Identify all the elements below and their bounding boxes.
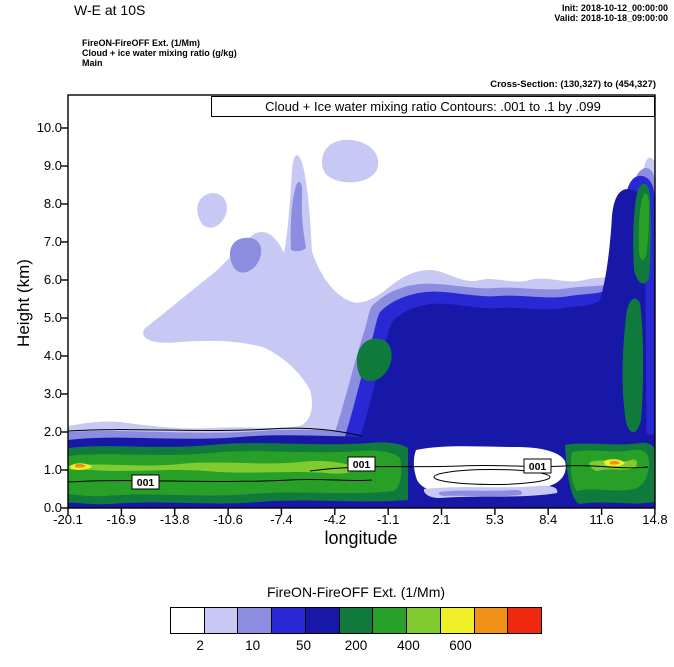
- colorbar-cell: [507, 607, 543, 634]
- y-tick-label: 5.0: [43, 310, 62, 326]
- colorbar-title: FireON-FireOFF Ext. (1/Mm): [266, 584, 446, 600]
- contour-label-box: [523, 458, 552, 474]
- x-tick-label: 14.8: [642, 512, 668, 527]
- fill-level-600-green-column: [638, 193, 649, 260]
- x-tick-label: 5.3: [485, 512, 504, 527]
- colorbar-tick-label: 50: [296, 638, 312, 653]
- fill-level-400-teal: [356, 183, 651, 433]
- valid-timestamp: Valid: 2018-10-18_09:00:00: [554, 13, 668, 23]
- x-tick-label: -1.1: [376, 512, 400, 527]
- colorbar-cell: [338, 607, 374, 634]
- contour-label-box: [347, 456, 376, 472]
- y-tick-label: 2.0: [43, 424, 62, 440]
- x-axis-ticks: [67, 508, 656, 515]
- x-tick-label: -10.6: [213, 512, 243, 527]
- colorbar-cell: [372, 607, 408, 634]
- y-tick-label: 1.0: [43, 462, 62, 478]
- contour-label-box: [131, 474, 160, 490]
- colorbar-cell: [439, 607, 475, 634]
- x-axis-label: longitude: [324, 528, 398, 548]
- x-tick-label: -20.1: [53, 512, 83, 527]
- y-tick-label: 6.0: [43, 272, 62, 288]
- contour-label-group: 001 001 001: [131, 456, 552, 490]
- y-tick-label: 10.0: [36, 120, 62, 135]
- colorbar-cell: [473, 607, 509, 634]
- x-tick-label: -16.9: [106, 512, 137, 527]
- colorbar-tick-label: 10: [245, 638, 261, 653]
- colorbar-cell: [271, 607, 306, 634]
- y-tick-label: 0.0: [43, 500, 62, 516]
- colorbar-cell: [170, 607, 205, 634]
- fill-level-200-darkblue: [351, 189, 647, 508]
- field-description-line1: FireON-FireOFF Ext. (1/Mm): [82, 38, 201, 48]
- x-tick-labels: -20.1 -16.9 -13.8 -10.6 -7.4 -4.2 -1.1 2.1 5.3 8.…: [0, 512, 674, 530]
- contour-note: Cloud + Ice water mixing ratio Contours:…: [211, 96, 655, 117]
- y-tick-label: 8.0: [43, 196, 62, 212]
- x-tick-label: 11.6: [589, 512, 614, 527]
- colorbar-cell: [237, 607, 273, 634]
- x-tick-label: 2.1: [432, 512, 451, 527]
- colorbar-tick-label: 2: [196, 638, 204, 653]
- y-tick-label: 7.0: [43, 234, 62, 250]
- cross-section-plot: 001 001 001: [61, 94, 656, 515]
- colorbar: [170, 607, 543, 634]
- field-description-line3: Main: [82, 58, 103, 68]
- y-tick-label: 3.0: [43, 386, 62, 402]
- y-axis-ticks: [61, 127, 68, 509]
- x-tick-label: -4.2: [323, 512, 346, 527]
- y-tick-label: 9.0: [43, 158, 62, 174]
- colorbar-cell: [304, 607, 340, 634]
- y-tick-label: 4.0: [43, 348, 62, 364]
- colorbar-cell: [203, 607, 239, 634]
- x-tick-label: -7.4: [270, 512, 293, 527]
- colorbar-tick-label: 200: [344, 638, 368, 653]
- plot-frame: [67, 94, 656, 509]
- colorbar-cell: [406, 607, 441, 634]
- figure-title: W-E at 10S: [74, 2, 146, 18]
- colorbar-tick-labels: 2 10 50 200 400 600: [170, 638, 542, 656]
- field-description-line2: Cloud + ice water mixing ratio (g/kg): [82, 48, 237, 58]
- init-timestamp: Init: 2018-10-12_00:00:00: [561, 3, 668, 13]
- cross-section-coordinates: Cross-Section: (130,327) to (454,327): [490, 79, 656, 90]
- x-tick-label: -13.8: [159, 512, 190, 527]
- colorbar-tick-label: 400: [397, 638, 420, 653]
- colorbar-tick-label: 600: [449, 638, 472, 653]
- x-tick-label: 8.4: [539, 512, 558, 527]
- contour-label: 001: [137, 477, 155, 489]
- contour-label: 001: [353, 459, 371, 471]
- contour-label: 001: [529, 461, 547, 473]
